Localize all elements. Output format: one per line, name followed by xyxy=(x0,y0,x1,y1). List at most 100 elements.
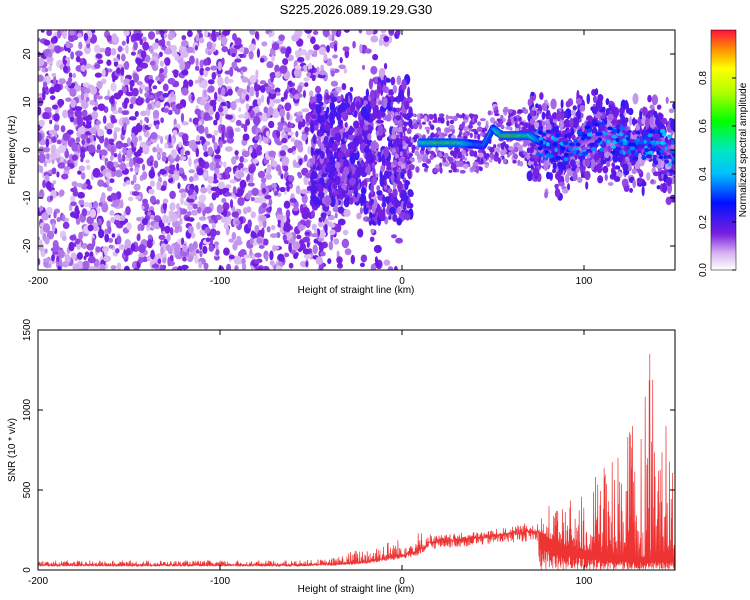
spectrogram-cell xyxy=(280,96,285,102)
spectrogram-cell xyxy=(328,223,336,228)
spectrogram-cell xyxy=(234,98,241,103)
spectrogram-cell xyxy=(250,211,257,219)
spectrogram-cell xyxy=(668,108,675,114)
spectrogram-cell xyxy=(305,52,311,61)
spectrogram-cell xyxy=(489,153,496,160)
spectrogram-cell xyxy=(109,178,115,184)
spectrogram-cell xyxy=(281,144,289,151)
spectrogram-cell xyxy=(360,162,365,168)
spectrogram-cell xyxy=(368,125,373,132)
spectrogram-cell xyxy=(488,159,493,163)
spectrogram-cell xyxy=(291,87,297,97)
spectrogram-cell xyxy=(134,32,142,41)
spectrogram-cell xyxy=(624,99,629,109)
spectrogram-cell xyxy=(196,206,202,214)
spectrogram-cell xyxy=(195,249,200,254)
spectrogram-cell xyxy=(398,157,405,162)
spectrogram-cell xyxy=(385,161,392,167)
spectrogram-cell xyxy=(327,258,332,265)
spectrogram-cell xyxy=(269,233,278,238)
spectrogram-cell xyxy=(370,263,377,270)
spectrogram-cell xyxy=(237,196,245,207)
spectrogram-cell xyxy=(384,196,391,204)
spectrogram-cell xyxy=(343,166,349,176)
spectrogram-cell xyxy=(96,148,100,154)
spectrogram-cell xyxy=(459,169,466,174)
spectrogram-cell xyxy=(332,54,338,59)
spectrogram-cell xyxy=(378,156,382,163)
spectrogram-cell xyxy=(487,110,492,116)
spectrogram-cell xyxy=(249,237,254,245)
spectrogram-cell xyxy=(245,103,250,110)
spectrogram-cell xyxy=(387,187,393,194)
spectrogram-cell xyxy=(344,150,350,158)
spectrogram-cell xyxy=(646,172,651,181)
spectrogram-cell xyxy=(380,30,387,34)
spectrogram-cell xyxy=(317,220,324,228)
spectrogram-cell xyxy=(110,48,117,56)
spectrogram-cell xyxy=(86,184,93,190)
spectrogram-cell xyxy=(173,69,179,78)
spectrogram-cell xyxy=(250,196,255,202)
spectrogram-cell xyxy=(194,79,201,84)
spectrogram-cell xyxy=(67,108,74,115)
spectrogram-cell xyxy=(551,168,557,174)
spectrogram-cell xyxy=(403,121,408,128)
spectrogram-cell xyxy=(254,135,260,141)
spectrogram-cell xyxy=(470,166,477,172)
spectrogram-cell xyxy=(390,76,396,86)
spectrogram-cell xyxy=(532,167,539,176)
spectrogram-cell xyxy=(87,256,96,264)
spectrogram-cell xyxy=(286,111,291,121)
spectrogram-cell xyxy=(254,82,259,92)
spectrogram-cell xyxy=(183,45,187,55)
spectrogram-cell xyxy=(134,166,140,173)
spectrogram-cell xyxy=(604,151,610,159)
spectrogram-cell xyxy=(63,166,71,171)
spectrogram-cell xyxy=(270,224,276,231)
spectrogram-cell xyxy=(514,127,520,132)
spectrogram-cell xyxy=(207,79,215,85)
spectrogram-cell xyxy=(329,229,336,236)
spectrogram-cell xyxy=(124,265,130,270)
spectrogram-cell xyxy=(604,173,608,181)
spectrogram-cell xyxy=(122,147,127,155)
spectrogram-cell xyxy=(208,219,214,224)
spectrogram-cell xyxy=(118,244,125,251)
spectrogram-cell xyxy=(272,245,280,250)
spectrogram-cell xyxy=(40,30,45,33)
spectrogram-cell xyxy=(496,146,501,154)
spectrogram-cell xyxy=(192,241,198,250)
spectrogram-cell xyxy=(61,214,66,221)
spectrogram-cell xyxy=(641,185,645,197)
spectrogram-cell xyxy=(81,208,88,217)
spectrogram-cell xyxy=(408,153,414,157)
spectrogram-cell xyxy=(150,249,155,260)
spectrogram-cell xyxy=(147,31,156,40)
spectrogram-cell xyxy=(577,176,583,183)
spectrogram-cell xyxy=(421,162,428,168)
spectrogram-cell xyxy=(243,207,248,215)
spectrogram-cell xyxy=(407,86,411,99)
spectrogram-cell xyxy=(268,150,277,158)
spectrogram-cell xyxy=(546,109,551,116)
spectrogram-cell xyxy=(119,199,124,209)
spectrogram-cell xyxy=(371,176,377,186)
spectrogram-cell xyxy=(271,55,275,62)
spectrogram-cell xyxy=(265,207,271,212)
spectrogram-cell xyxy=(187,79,194,87)
spectrogram-cell xyxy=(526,147,530,154)
spectrogram-cell xyxy=(596,162,603,174)
spectrogram-cell xyxy=(344,121,348,128)
spectrogram-cell xyxy=(218,139,223,148)
spectrogram-cell xyxy=(458,160,464,168)
spectrogram-cell xyxy=(314,149,321,155)
spectrogram-cell xyxy=(109,155,114,162)
spectrogram-cell xyxy=(523,122,529,129)
spectrogram-cell xyxy=(539,92,544,100)
spectrogram-cell xyxy=(238,162,244,169)
spectrogram-cell xyxy=(433,115,438,122)
spectrogram-cell xyxy=(661,182,668,194)
spectrogram-cell xyxy=(42,111,50,120)
spectrogram-cell xyxy=(328,240,334,251)
